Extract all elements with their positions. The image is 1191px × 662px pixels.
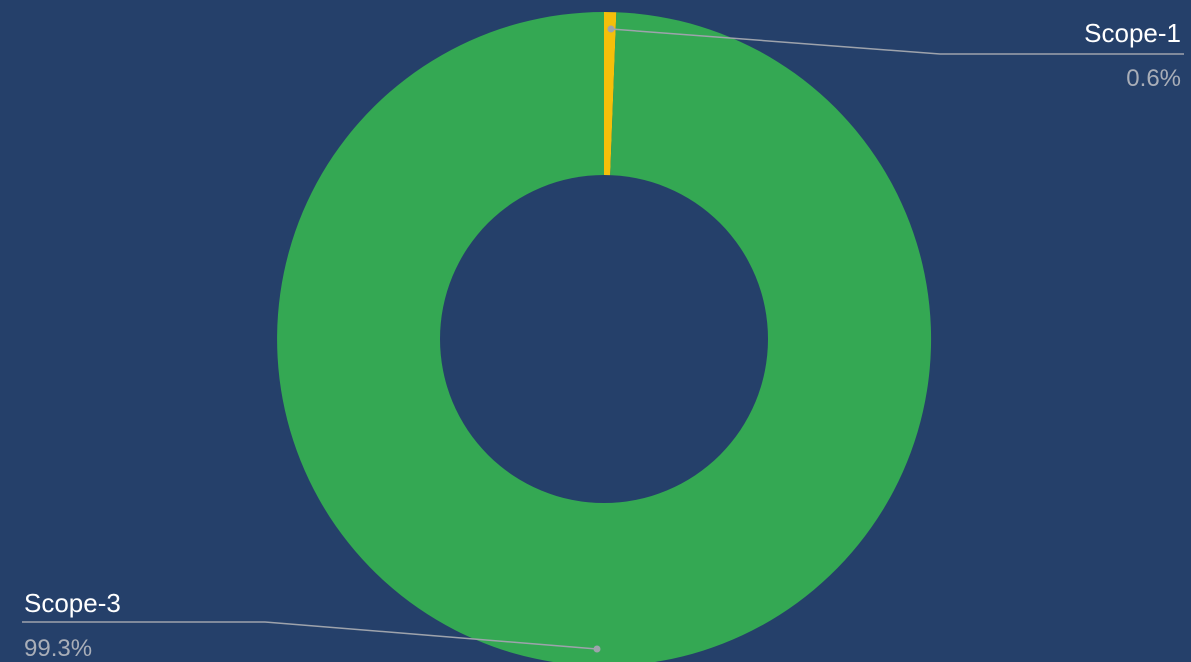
donut-hole xyxy=(440,175,768,503)
slice-value-scope-3: 99.3% xyxy=(24,635,92,662)
leader-dot-scope-3 xyxy=(594,646,601,653)
slice-label-scope-1: Scope-1 xyxy=(1084,18,1181,48)
leader-dot-scope-1 xyxy=(608,26,615,33)
slice-value-scope-1: 0.6% xyxy=(1126,65,1181,92)
slice-label-scope-3: Scope-3 xyxy=(24,588,121,618)
